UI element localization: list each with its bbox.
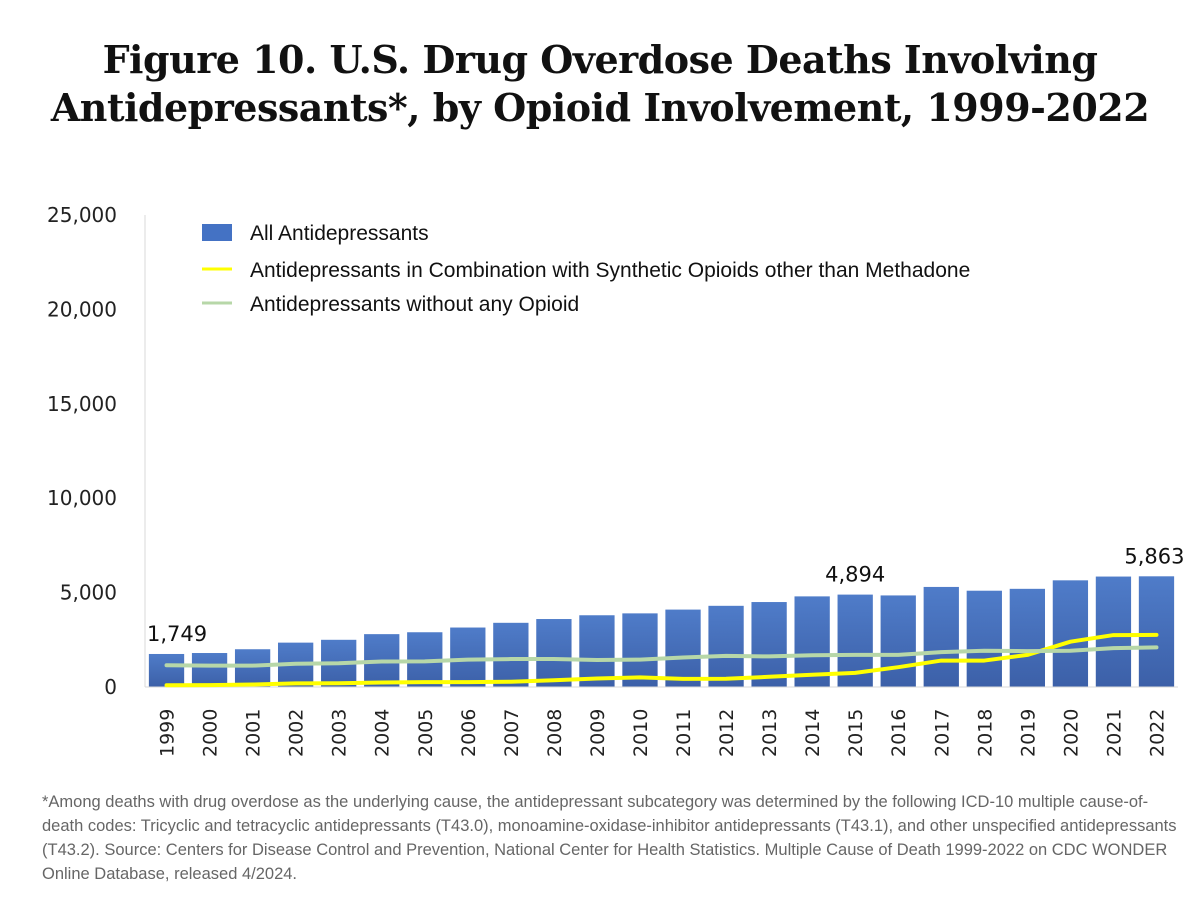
y-tick-label: 0 <box>104 675 117 699</box>
x-tick-label: 2007 <box>501 709 523 757</box>
bar-2000 <box>191 653 228 687</box>
x-tick-label: 2018 <box>974 709 996 757</box>
line-series <box>164 632 1159 688</box>
x-axis: 1999 2000 2001 2002 2003 2004 2005 2006 2007 2008… <box>157 709 1169 757</box>
bar-2006 <box>450 627 486 687</box>
x-tick-label: 2014 <box>802 709 824 757</box>
legend: All Antidepressants Antidepressants in Co… <box>202 222 970 316</box>
bar-2014 <box>794 596 830 687</box>
x-tick-label: 2005 <box>415 709 437 757</box>
y-tick-label: 10,000 <box>47 486 117 510</box>
chart-canvas: 0 5,000 10,000 15,000 20,000 25,000 1999 2000 2… <box>47 203 1184 757</box>
bar-2010 <box>622 613 658 687</box>
x-tick-label: 2002 <box>286 709 308 757</box>
y-tick-label: 15,000 <box>47 392 117 416</box>
x-tick-label: 2011 <box>673 709 695 757</box>
x-tick-label: 2008 <box>544 709 566 757</box>
x-tick-label: 2000 <box>200 709 222 757</box>
bar-2011 <box>665 609 701 687</box>
bar-2009 <box>579 615 615 687</box>
y-axis: 0 5,000 10,000 15,000 20,000 25,000 <box>47 203 146 699</box>
chart-title-line2: Antidepressants*, by Opioid Involvement,… <box>50 85 1150 130</box>
y-tick-label: 5,000 <box>60 581 117 605</box>
data-labels: 1,749 4,894 5,863 <box>147 544 1184 646</box>
bar-2020 <box>1052 580 1089 687</box>
y-tick-label: 20,000 <box>47 297 117 321</box>
x-tick-label: 2003 <box>329 709 351 757</box>
x-tick-label: 2016 <box>888 709 910 757</box>
bar-2001 <box>234 649 271 687</box>
bar-2018 <box>966 590 1002 687</box>
x-tick-label: 2009 <box>587 709 609 757</box>
bar-2012 <box>708 605 744 687</box>
chart-title-line1: Figure 10. U.S. Drug Overdose Deaths Inv… <box>102 37 1098 82</box>
y-tick-label: 25,000 <box>47 203 117 227</box>
data-label-1999: 1,749 <box>147 622 207 646</box>
bar-2017 <box>923 586 959 687</box>
x-tick-label: 2017 <box>931 709 953 757</box>
x-tick-label: 2021 <box>1103 709 1125 757</box>
x-tick-label: 2004 <box>372 709 394 757</box>
bar-2016 <box>880 595 916 687</box>
bar-2013 <box>751 602 787 687</box>
line-without-opioid <box>164 645 1159 668</box>
legend-swatch-bar <box>202 224 232 241</box>
bar-2022 <box>1138 576 1175 687</box>
x-tick-label: 2022 <box>1146 709 1168 757</box>
legend-label: All Antidepressants <box>250 222 429 245</box>
bar-2019 <box>1009 588 1046 687</box>
chart-title: Figure 10. U.S. Drug Overdose Deaths Inv… <box>0 36 1200 132</box>
x-tick-label: 2010 <box>630 709 652 757</box>
x-tick-label: 2013 <box>759 709 781 757</box>
bar-series <box>145 576 1178 688</box>
bar-2007 <box>493 622 529 687</box>
x-tick-label: 2006 <box>458 709 480 757</box>
data-label-2022: 5,863 <box>1124 544 1184 568</box>
x-tick-label: 2019 <box>1017 709 1039 757</box>
x-tick-label: 2012 <box>716 709 738 757</box>
x-tick-label: 2001 <box>243 709 265 757</box>
x-tick-label: 1999 <box>157 709 179 757</box>
x-tick-label: 2015 <box>845 709 867 757</box>
legend-label: Antidepressants in Combination with Synt… <box>250 259 970 282</box>
legend-label: Antidepressants without any Opioid <box>250 293 579 316</box>
bar-2008 <box>536 619 572 687</box>
x-tick-label: 2020 <box>1060 709 1082 757</box>
data-label-2015: 4,894 <box>825 563 885 587</box>
footnote: *Among deaths with drug overdose as the … <box>42 793 1177 883</box>
bar-2021 <box>1095 576 1132 687</box>
line-synthetic-opioids <box>164 632 1159 688</box>
bar-1999 <box>148 653 185 687</box>
